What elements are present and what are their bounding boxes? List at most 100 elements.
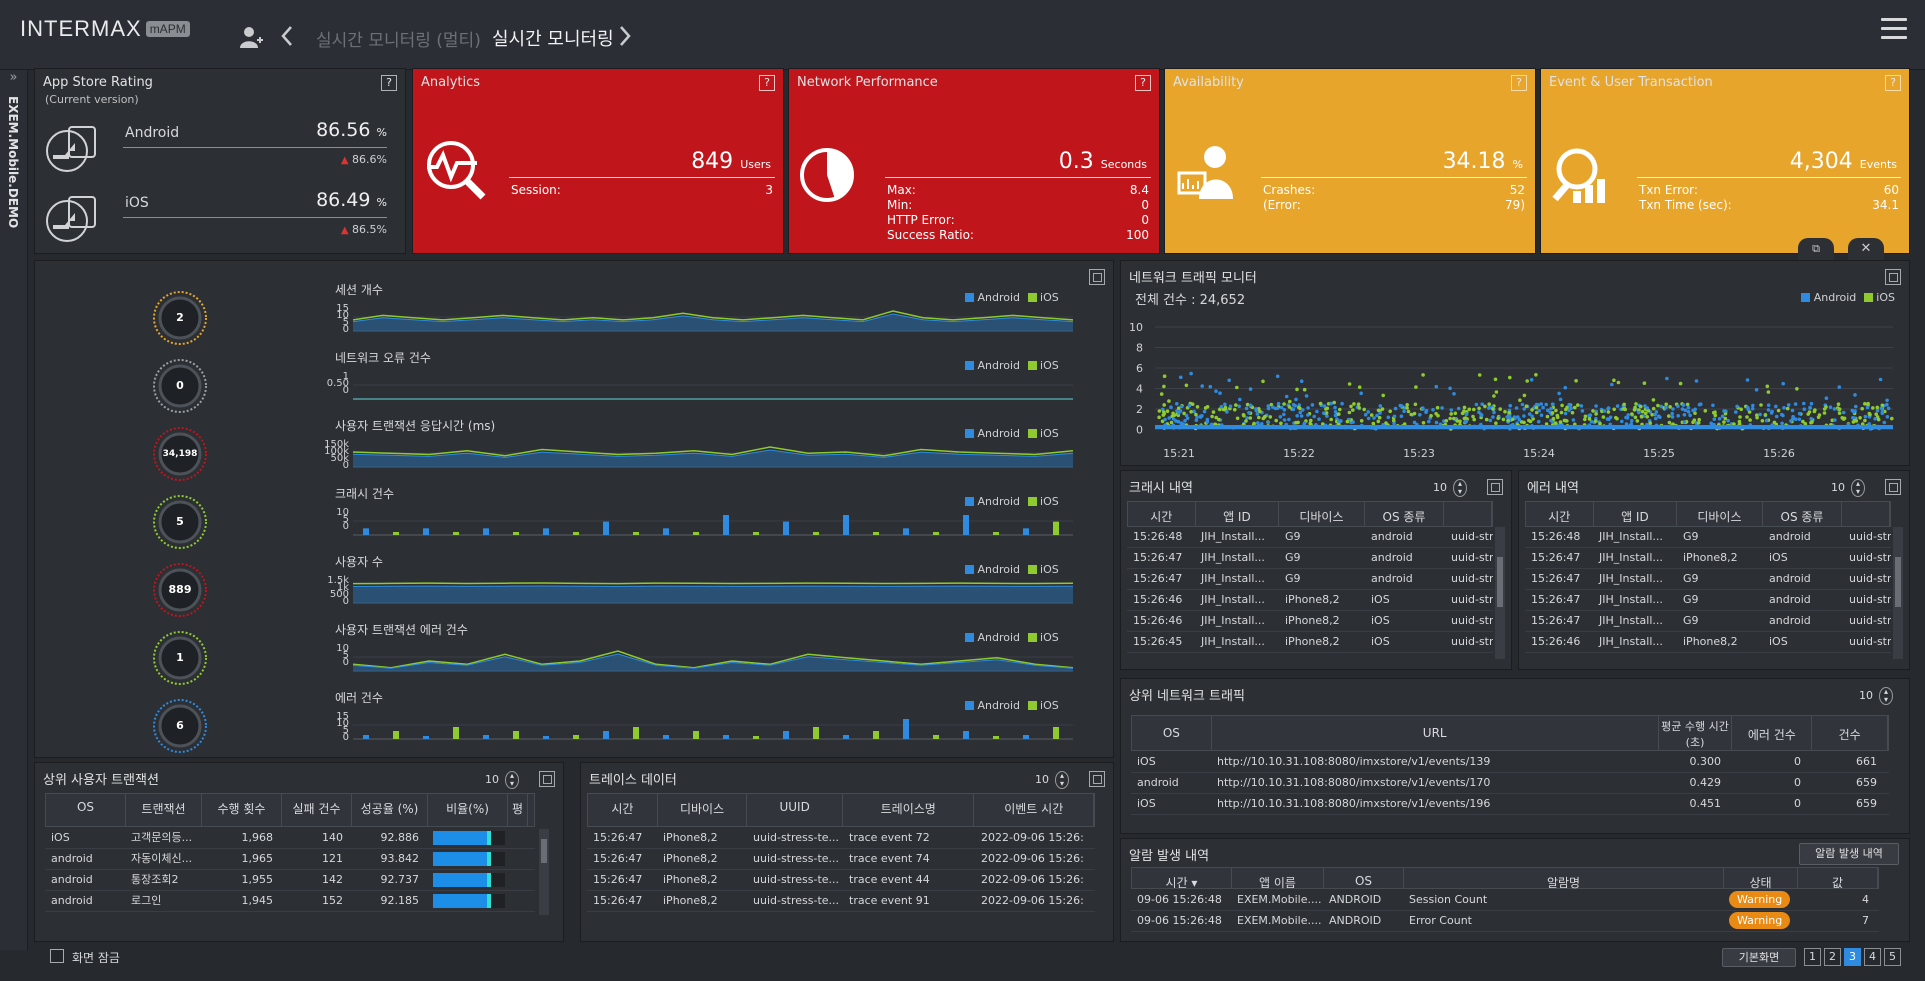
page-button-2[interactable]: 2 — [1824, 948, 1841, 966]
column-header[interactable]: OS — [46, 794, 126, 826]
help-icon[interactable]: ? — [1885, 75, 1901, 91]
column-header[interactable]: 평 — [508, 794, 528, 826]
page-size-select[interactable]: 10 ▴ ▾ — [1035, 771, 1069, 789]
help-icon[interactable]: ? — [381, 75, 397, 91]
add-user-icon[interactable] — [238, 24, 264, 56]
column-header[interactable]: 비율(%) — [428, 794, 508, 826]
table-row[interactable]: 15:26:47 JIH_Install... iPhone8,2 iOS uuid-s… — [1525, 548, 1891, 569]
table-row[interactable]: 15:26:46 JIH_Install... iPhone8,2 iOS uuid-s… — [1127, 611, 1493, 632]
column-header[interactable]: 에러 건수 — [1732, 716, 1813, 750]
restore-window-icon[interactable]: ⧉ — [1798, 238, 1834, 260]
column-header[interactable]: 시간 ▾ — [1132, 868, 1232, 890]
table-cell: 0.300 — [1689, 755, 1722, 768]
table-row[interactable]: 15:26:47 iPhone8,2 uuid-stress-te... trace … — [587, 870, 1095, 891]
table-row[interactable]: android 통장조회2 1,955 142 92.737 — [45, 870, 535, 891]
scrollbar[interactable] — [1495, 527, 1505, 659]
column-header[interactable]: 알람명 — [1404, 868, 1724, 890]
chevron-left-icon[interactable] — [280, 24, 294, 54]
table-row[interactable]: iOS http://10.10.31.108:8080/imxstore/v1/… — [1131, 794, 1889, 815]
table-row[interactable]: 15:26:47 JIH_Install... G9 android uuid-str — [1525, 569, 1891, 590]
table-cell: android — [1769, 530, 1811, 543]
close-icon[interactable]: ✕ — [1848, 238, 1884, 260]
column-header[interactable] — [1444, 502, 1492, 526]
column-header[interactable]: OS 종류 — [1763, 502, 1843, 526]
page-size-select[interactable]: 10 ▴ ▾ — [1859, 687, 1893, 705]
capture-icon[interactable] — [1885, 269, 1901, 285]
chevron-right-icon[interactable] — [618, 24, 632, 54]
capture-icon[interactable] — [539, 771, 555, 787]
table-row[interactable]: iOS http://10.10.31.108:8080/imxstore/v1/… — [1131, 752, 1889, 773]
prev-page-title[interactable]: 실시간 모니터링 (멀티) — [316, 31, 481, 51]
table-row[interactable]: 09-06 15:26:48 EXEM.Mobile.... ANDROID Sess… — [1131, 890, 1879, 911]
table-row[interactable]: 15:26:46 JIH_Install... iPhone8,2 iOS uuid-s… — [1525, 632, 1891, 653]
page-size-select[interactable]: 10 ▴ ▾ — [1831, 479, 1865, 497]
column-header[interactable]: 값 — [1798, 868, 1878, 890]
column-header[interactable]: OS 종류 — [1365, 502, 1445, 526]
table-row[interactable]: android http://10.10.31.108:8080/imxstore… — [1131, 773, 1889, 794]
table-row[interactable]: 15:26:45 JIH_Install... iPhone8,2 iOS uuid-s… — [1127, 632, 1493, 653]
capture-icon[interactable] — [1885, 479, 1901, 495]
column-header[interactable]: 성공율 (%) — [352, 794, 428, 826]
scrollbar[interactable] — [1893, 527, 1903, 659]
column-header[interactable]: 디바이스 — [1279, 502, 1365, 526]
page-button-5[interactable]: 5 — [1884, 948, 1901, 966]
column-header[interactable]: 트랜잭션 — [126, 794, 202, 826]
help-icon[interactable]: ? — [759, 75, 775, 91]
column-header[interactable]: OS — [1324, 868, 1404, 888]
table-row[interactable]: 15:26:47 JIH_Install... G9 android uuid-str — [1525, 611, 1891, 632]
column-header[interactable]: 트레이스명 — [843, 794, 975, 826]
column-header[interactable]: 앱 ID — [1196, 502, 1280, 526]
scroll-thumb[interactable] — [1497, 557, 1503, 607]
page-size-select[interactable]: 10 ▴ ▾ — [1433, 479, 1467, 497]
table-row[interactable]: 15:26:47 JIH_Install... G9 android uuid-str — [1127, 548, 1493, 569]
scrollbar[interactable] — [539, 829, 549, 915]
table-row[interactable]: 15:26:47 JIH_Install... G9 android uuid-str — [1525, 590, 1891, 611]
column-header[interactable]: 시간 — [588, 794, 658, 826]
table-row[interactable]: 15:26:47 iPhone8,2 uuid-stress-te... trace … — [587, 849, 1095, 870]
table-row[interactable]: 15:26:47 iPhone8,2 uuid-stress-te... trace … — [587, 828, 1095, 849]
hamburger-menu-icon[interactable] — [1881, 18, 1907, 40]
column-header[interactable]: 디바이스 — [658, 794, 748, 826]
table-row[interactable]: iOS 고객문의등... 1,968 140 92.886 — [45, 828, 535, 849]
column-header[interactable]: 앱 ID — [1594, 502, 1678, 526]
table-cell: iPhone8,2 — [663, 831, 718, 844]
column-header[interactable] — [1842, 502, 1890, 526]
capture-icon[interactable] — [1487, 479, 1503, 495]
column-header[interactable]: 건수 — [1812, 716, 1889, 750]
expand-sidebar-icon[interactable]: » — [9, 70, 18, 85]
column-header[interactable]: 시간 — [1128, 502, 1196, 526]
page-size-select[interactable]: 10 ▴ ▾ — [485, 771, 519, 789]
table-row[interactable]: 15:26:48 JIH_Install... G9 android uuid-str — [1525, 527, 1891, 548]
column-header[interactable]: 수행 횟수 — [202, 794, 282, 826]
capture-icon[interactable] — [1089, 269, 1105, 285]
table-row[interactable]: 15:26:48 JIH_Install... G9 android uuid-str — [1127, 527, 1493, 548]
column-header[interactable]: URL — [1212, 716, 1659, 750]
alarm-history-button[interactable]: 알람 발생 내역 — [1799, 843, 1899, 865]
table-row[interactable]: 15:26:47 iPhone8,2 uuid-stress-te... trace … — [587, 891, 1095, 912]
column-header[interactable]: 평균 수행 시간 (초) — [1659, 716, 1733, 750]
column-header[interactable]: OS — [1132, 716, 1212, 750]
page-button-1[interactable]: 1 — [1804, 948, 1821, 966]
column-header[interactable]: 앱 이름 — [1232, 868, 1324, 890]
table-row[interactable]: 09-06 15:26:48 EXEM.Mobile.... ANDROID Erro… — [1131, 911, 1879, 932]
default-screen-button[interactable]: 기본화면 — [1722, 948, 1796, 967]
column-header[interactable]: 실패 건수 — [282, 794, 352, 826]
table-row[interactable]: 15:26:46 JIH_Install... iPhone8,2 iOS uuid-s… — [1127, 590, 1493, 611]
y-tick-label: 0 — [342, 596, 349, 607]
column-header[interactable]: 이벤트 시간 — [974, 794, 1094, 826]
screen-lock-checkbox[interactable] — [50, 949, 64, 963]
table-row[interactable]: android 로그인 1,945 152 92.185 — [45, 891, 535, 912]
page-button-4[interactable]: 4 — [1864, 948, 1881, 966]
column-header[interactable]: 디바이스 — [1677, 502, 1763, 526]
help-icon[interactable]: ? — [1135, 75, 1151, 91]
page-button-3[interactable]: 3 — [1844, 948, 1861, 966]
column-header[interactable]: 상태 — [1724, 868, 1798, 890]
column-header[interactable]: 시간 — [1526, 502, 1594, 526]
scroll-thumb[interactable] — [541, 839, 547, 863]
column-header[interactable]: UUID — [747, 794, 843, 826]
table-row[interactable]: 15:26:47 JIH_Install... G9 android uuid-str — [1127, 569, 1493, 590]
table-row[interactable]: android 자동이체신... 1,965 121 93.842 — [45, 849, 535, 870]
help-icon[interactable]: ? — [1511, 75, 1527, 91]
scroll-thumb[interactable] — [1895, 557, 1901, 607]
capture-icon[interactable] — [1089, 771, 1105, 787]
